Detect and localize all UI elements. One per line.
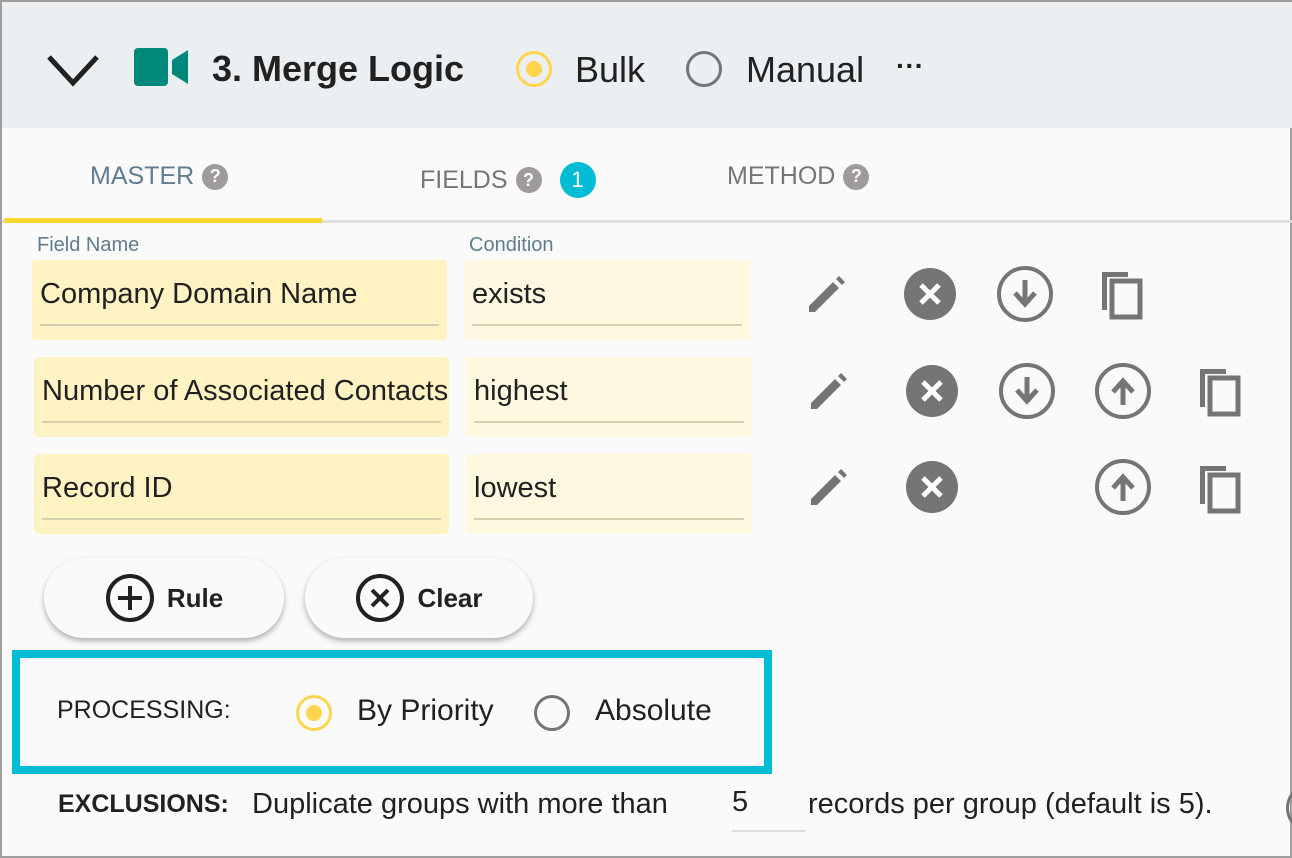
clear-button[interactable]: Clear <box>305 558 533 638</box>
clear-label: Clear <box>417 582 483 613</box>
radio-manual-label: Manual <box>746 49 865 90</box>
condition-input[interactable]: lowest <box>466 454 752 534</box>
tab-label: FIELDS <box>420 165 508 194</box>
radio-absolute-label: Absolute <box>595 694 712 727</box>
tab-divider <box>2 220 1292 223</box>
help-icon[interactable]: ? <box>202 163 229 190</box>
video-icon <box>134 48 188 86</box>
section-header: 3. Merge Logic Bulk Manual ··· <box>2 2 1292 128</box>
column-header-condition: Condition <box>469 234 554 256</box>
move-down-icon[interactable] <box>997 266 1053 322</box>
copy-icon[interactable] <box>1192 458 1248 514</box>
tab-label: METHOD <box>727 162 836 190</box>
tab-fields[interactable]: FIELDS? 1 <box>420 162 596 198</box>
field-name-input[interactable]: Company Domain Name <box>32 260 447 340</box>
move-down-icon[interactable] <box>999 363 1055 419</box>
chevron-down-icon[interactable] <box>46 54 100 88</box>
add-rule-label: Rule <box>166 582 224 613</box>
radio-by-priority[interactable] <box>296 695 332 731</box>
tab-label: MASTER <box>90 162 195 190</box>
count-badge: 1 <box>559 162 596 198</box>
help-icon[interactable]: ? <box>843 163 870 190</box>
radio-manual[interactable] <box>686 51 722 87</box>
active-tab-indicator <box>4 218 322 223</box>
radio-absolute[interactable] <box>534 695 570 731</box>
column-header-field-name: Field Name <box>37 234 140 256</box>
help-icon[interactable]: ? <box>515 167 542 193</box>
delete-icon[interactable] <box>904 363 960 419</box>
more-menu-button[interactable]: ··· <box>896 50 924 81</box>
add-rule-button[interactable]: Rule <box>44 558 284 638</box>
edit-icon[interactable] <box>801 459 857 515</box>
exclusions-suffix: records per group (default is 5). <box>808 788 1213 820</box>
radio-by-priority-label: By Priority <box>357 694 494 727</box>
edit-icon[interactable] <box>799 266 855 322</box>
processing-section: PROCESSING: By Priority Absolute <box>12 650 772 774</box>
exclusions-label: EXCLUSIONS: <box>58 790 229 818</box>
field-name-input[interactable]: Record ID <box>34 454 449 534</box>
processing-label: PROCESSING: <box>57 696 231 724</box>
tab-master[interactable]: MASTER? <box>90 162 229 191</box>
max-records-input[interactable]: 5 <box>732 786 806 832</box>
section-title: 3. Merge Logic <box>212 48 465 89</box>
move-up-icon[interactable] <box>1095 459 1151 515</box>
radio-bulk[interactable] <box>516 51 552 87</box>
x-circle-icon <box>356 574 405 622</box>
delete-icon[interactable] <box>904 459 960 515</box>
condition-input[interactable]: highest <box>466 357 752 437</box>
tab-method[interactable]: METHOD? <box>727 162 870 191</box>
exclusions-prefix: Duplicate groups with more than <box>252 788 668 820</box>
copy-icon[interactable] <box>1192 361 1248 417</box>
copy-icon[interactable] <box>1094 264 1150 320</box>
delete-icon[interactable] <box>902 266 958 322</box>
help-icon[interactable] <box>1286 788 1292 828</box>
field-name-input[interactable]: Number of Associated Contacts <box>34 357 449 437</box>
condition-input[interactable]: exists <box>464 260 750 340</box>
plus-circle-icon <box>105 574 154 622</box>
edit-icon[interactable] <box>801 363 857 419</box>
radio-bulk-label: Bulk <box>575 49 646 90</box>
move-up-icon[interactable] <box>1095 363 1151 419</box>
